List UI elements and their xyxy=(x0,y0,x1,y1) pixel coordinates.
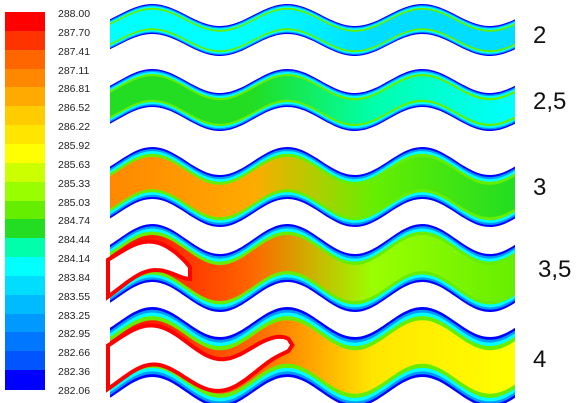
colorbar-tick-label: 286.52 xyxy=(58,102,91,115)
colorbar-tick-label: 283.84 xyxy=(58,271,91,284)
colorbar-tick-label: 282.66 xyxy=(58,347,91,360)
void-region xyxy=(110,327,290,389)
colorbar-swatch xyxy=(5,294,45,315)
colorbar-tick-label: 284.74 xyxy=(58,215,91,228)
colorbar-tick-label: 285.92 xyxy=(58,139,91,152)
colorbar-swatch xyxy=(5,68,45,88)
colorbar-tick-label: 282.06 xyxy=(58,385,91,397)
colorbar-tick-label: 284.44 xyxy=(58,234,91,247)
temperature-colorbar xyxy=(5,12,45,390)
contour-band xyxy=(110,235,515,301)
colorbar-tick-label: 284.14 xyxy=(58,253,91,266)
channel-contour-4 xyxy=(106,224,515,312)
colorbar-swatch xyxy=(5,351,45,371)
colorbar-tick-labels: 288.00 287.70 287.41 287.11 286.81 286.52 286.… xyxy=(58,8,108,400)
colorbar-tick-label: 285.03 xyxy=(58,196,91,209)
colorbar-swatch xyxy=(5,30,45,51)
channel-contour-5 xyxy=(106,307,515,403)
colorbar-tick-label: 282.95 xyxy=(58,328,91,341)
case-label-2: 2 xyxy=(533,22,547,49)
channel-contour-3 xyxy=(110,147,515,227)
colorbar-tick-label: 283.55 xyxy=(58,290,91,303)
contour-band xyxy=(110,76,515,124)
colorbar-swatch xyxy=(5,313,45,334)
colorbar-tick-label: 285.63 xyxy=(58,158,91,171)
colorbar-swatch xyxy=(5,275,45,296)
contour-band xyxy=(110,156,515,218)
colorbar-swatch xyxy=(5,143,45,164)
case-label-2-5: 2,5 xyxy=(533,88,567,115)
colorbar-swatch xyxy=(5,12,45,32)
case-label-3: 3 xyxy=(533,174,547,201)
colorbar-swatch xyxy=(5,370,45,390)
colorbar-swatch xyxy=(5,87,45,107)
contour-band xyxy=(110,9,515,51)
colorbar-tick-label: 285.33 xyxy=(58,177,91,190)
colorbar-swatch xyxy=(5,125,45,145)
case-label-3-5: 3,5 xyxy=(538,256,572,283)
colorbar-tick-label: 283.25 xyxy=(58,309,91,322)
colorbar-tick-label: 288.00 xyxy=(58,8,91,20)
colorbar-swatch xyxy=(5,49,45,70)
colorbar-tick-label: 287.41 xyxy=(58,45,91,58)
channel-contour-2 xyxy=(110,69,515,131)
colorbar-swatch xyxy=(5,106,45,126)
channel-contour-1 xyxy=(110,4,515,56)
colorbar-tick-label: 287.70 xyxy=(58,26,91,39)
colorbar-tick-label: 287.11 xyxy=(58,64,90,77)
colorbar-tick-label: 286.81 xyxy=(58,83,91,96)
colorbar-tick-label: 286.22 xyxy=(58,121,91,134)
colorbar-swatch xyxy=(5,257,45,277)
colorbar-swatch xyxy=(5,219,45,239)
colorbar-tick-label: 282.36 xyxy=(58,366,91,379)
colorbar-swatch xyxy=(5,332,45,352)
void-region xyxy=(110,243,188,293)
colorbar-swatch xyxy=(5,238,45,258)
colorbar-swatch xyxy=(5,162,45,183)
colorbar-swatch xyxy=(5,181,45,202)
case-label-4: 4 xyxy=(533,346,547,373)
colorbar-swatch xyxy=(5,200,45,220)
